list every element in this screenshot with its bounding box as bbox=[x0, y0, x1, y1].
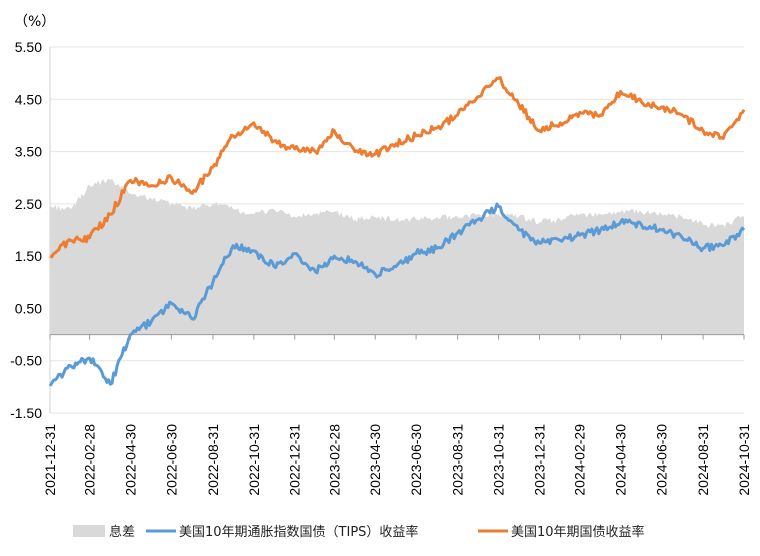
y-tick-label: 1.50 bbox=[15, 248, 42, 264]
series-line-treasury-yield bbox=[49, 76, 746, 259]
x-tick-label: 2024-04-30 bbox=[613, 424, 629, 496]
y-tick-label: 2.50 bbox=[15, 196, 42, 212]
series-line-tips-yield bbox=[48, 202, 746, 387]
x-tick-label: 2024-08-31 bbox=[695, 424, 711, 496]
x-tick-label: 2023-10-31 bbox=[491, 424, 507, 496]
legend-label-treasury: 美国10年期国债收益率 bbox=[511, 524, 645, 540]
series-area-spread bbox=[50, 178, 744, 335]
y-axis-ticks: 5.50 4.50 3.50 2.50 1.50 0.50 -0.50 -1.50 bbox=[10, 39, 42, 421]
x-tick-label: 2021-12-31 bbox=[42, 424, 58, 496]
x-tick-label: 2022-02-28 bbox=[82, 424, 98, 496]
x-tick-label: 2024-06-30 bbox=[654, 424, 670, 496]
x-tick-label: 2022-08-31 bbox=[205, 424, 221, 496]
x-tick-label: 2023-04-30 bbox=[367, 424, 383, 496]
x-tick-label: 2024-10-31 bbox=[736, 424, 752, 496]
x-tick-label: 2023-08-31 bbox=[450, 424, 466, 496]
y-tick-label: 0.50 bbox=[15, 300, 42, 316]
x-axis-ticks: 2021-12-31 2022-02-28 2022-04-30 2022-06-30… bbox=[42, 334, 752, 496]
y-tick-label: 3.50 bbox=[15, 144, 42, 160]
x-tick-label: 2023-06-30 bbox=[408, 424, 424, 496]
legend-label-tips: 美国10年期通胀指数国债（TIPS）收益率 bbox=[179, 524, 418, 540]
legend-label-spread: 息差 bbox=[109, 524, 135, 540]
legend-swatch-spread bbox=[73, 525, 105, 537]
x-tick-label: 2024-02-29 bbox=[572, 424, 588, 496]
x-tick-label: 2022-10-31 bbox=[246, 424, 262, 496]
y-tick-label: 5.50 bbox=[15, 39, 42, 55]
x-tick-label: 2022-04-30 bbox=[123, 424, 139, 496]
y-tick-label: -0.50 bbox=[10, 353, 42, 369]
x-tick-label: 2023-12-31 bbox=[532, 424, 548, 496]
y-axis-unit-label: （%） bbox=[14, 14, 55, 30]
y-tick-label: 4.50 bbox=[15, 91, 42, 107]
series-layer bbox=[48, 76, 746, 387]
x-tick-label: 2023-02-28 bbox=[326, 424, 342, 496]
legend: 息差 美国10年期通胀指数国债（TIPS）收益率 美国10年期国债收益率 bbox=[73, 524, 645, 540]
x-tick-label: 2022-12-31 bbox=[287, 424, 303, 496]
x-tick-label: 2022-06-30 bbox=[163, 424, 179, 496]
y-tick-label: -1.50 bbox=[10, 405, 42, 421]
